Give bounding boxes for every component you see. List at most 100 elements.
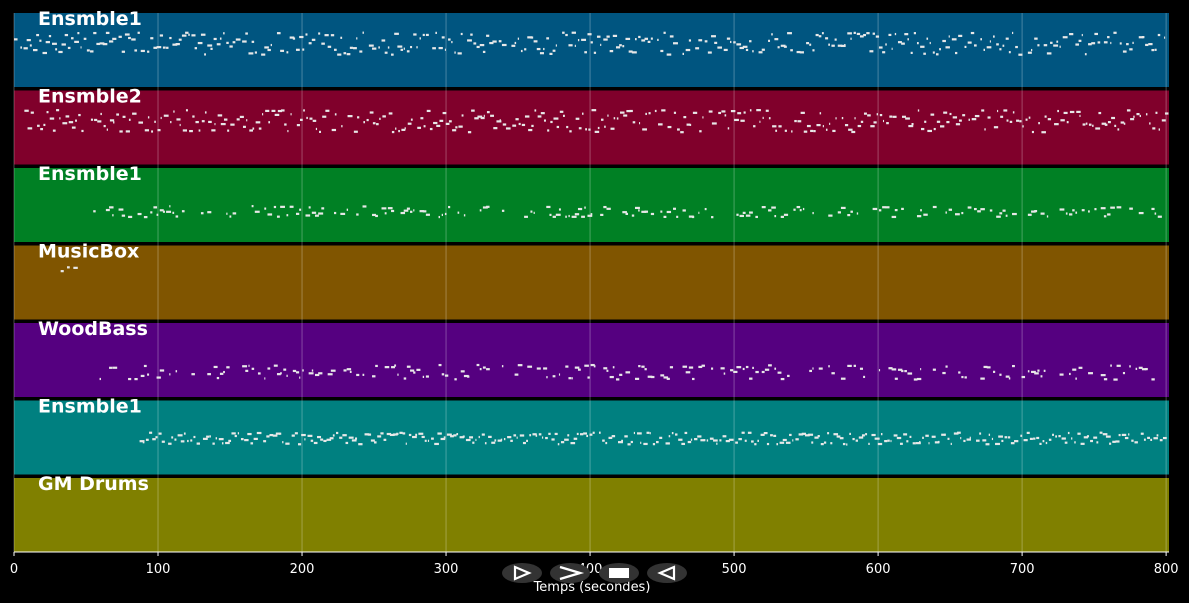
- note: [364, 433, 370, 436]
- note: [967, 41, 972, 44]
- note: [589, 433, 593, 436]
- note: [216, 376, 220, 380]
- note: [470, 33, 473, 36]
- note: [853, 364, 856, 367]
- note: [603, 367, 608, 370]
- note: [419, 210, 424, 213]
- note: [510, 439, 513, 442]
- fast-forward-button[interactable]: [550, 563, 590, 583]
- note: [1114, 124, 1117, 127]
- note: [207, 211, 212, 214]
- note: [600, 43, 602, 46]
- note: [821, 32, 824, 35]
- note: [663, 31, 666, 34]
- note: [1141, 368, 1147, 371]
- note: [244, 438, 249, 442]
- note: [1031, 370, 1036, 374]
- note: [597, 126, 600, 130]
- note: [794, 119, 797, 123]
- note: [559, 110, 564, 113]
- note: [927, 129, 932, 133]
- note: [707, 51, 712, 54]
- note: [1080, 442, 1085, 445]
- note: [280, 49, 285, 52]
- note: [311, 38, 316, 41]
- note: [569, 130, 572, 133]
- playback-controls: [502, 563, 687, 583]
- note: [961, 211, 964, 215]
- note: [761, 48, 765, 51]
- note: [552, 215, 556, 218]
- note: [202, 437, 208, 440]
- note: [172, 211, 175, 214]
- note: [169, 373, 171, 376]
- note: [856, 32, 861, 36]
- note: [830, 442, 833, 445]
- note: [764, 368, 770, 371]
- note: [20, 46, 23, 49]
- note: [584, 206, 586, 209]
- note: [1036, 436, 1040, 440]
- note: [545, 436, 548, 440]
- note: [776, 443, 779, 446]
- note: [415, 433, 418, 436]
- note: [846, 443, 848, 446]
- note: [223, 32, 225, 35]
- note: [170, 120, 172, 124]
- note: [554, 432, 558, 436]
- play-button[interactable]: [502, 563, 542, 583]
- note: [183, 432, 186, 435]
- gridlines: [13, 13, 1167, 552]
- note: [738, 438, 742, 441]
- note: [273, 205, 277, 209]
- note: [779, 441, 785, 444]
- note: [669, 35, 674, 38]
- note: [963, 439, 966, 443]
- note: [861, 434, 865, 437]
- note: [857, 124, 862, 128]
- note: [1004, 436, 1008, 439]
- note: [558, 373, 561, 376]
- note: [258, 127, 262, 130]
- note: [632, 121, 636, 124]
- note: [634, 38, 637, 41]
- note: [1034, 210, 1038, 213]
- note: [640, 441, 642, 444]
- note: [641, 210, 647, 213]
- note: [1103, 41, 1108, 44]
- note: [425, 213, 430, 216]
- note: [295, 371, 300, 374]
- note: [596, 35, 601, 38]
- note: [94, 118, 98, 122]
- note: [1064, 441, 1068, 444]
- note: [254, 51, 257, 54]
- note: [1025, 118, 1028, 121]
- note: [574, 44, 576, 47]
- note: [479, 43, 485, 47]
- note: [828, 43, 830, 46]
- note: [1121, 433, 1127, 437]
- note: [446, 433, 452, 436]
- note: [237, 432, 240, 435]
- note: [226, 212, 228, 215]
- stop-button[interactable]: [599, 563, 639, 583]
- note: [395, 127, 397, 130]
- note: [318, 32, 321, 35]
- note: [247, 432, 252, 436]
- note: [828, 365, 830, 368]
- note: [590, 41, 593, 44]
- note: [227, 129, 230, 132]
- note: [399, 431, 403, 434]
- note: [452, 129, 457, 132]
- tracks-group: [14, 13, 1169, 552]
- note: [901, 369, 904, 373]
- note: [90, 118, 94, 121]
- note: [307, 434, 313, 437]
- note: [437, 432, 442, 435]
- note: [296, 124, 300, 127]
- note: [169, 205, 171, 208]
- rewind-button[interactable]: [647, 563, 687, 583]
- note: [1075, 211, 1078, 214]
- note: [606, 207, 611, 210]
- note: [1012, 364, 1015, 368]
